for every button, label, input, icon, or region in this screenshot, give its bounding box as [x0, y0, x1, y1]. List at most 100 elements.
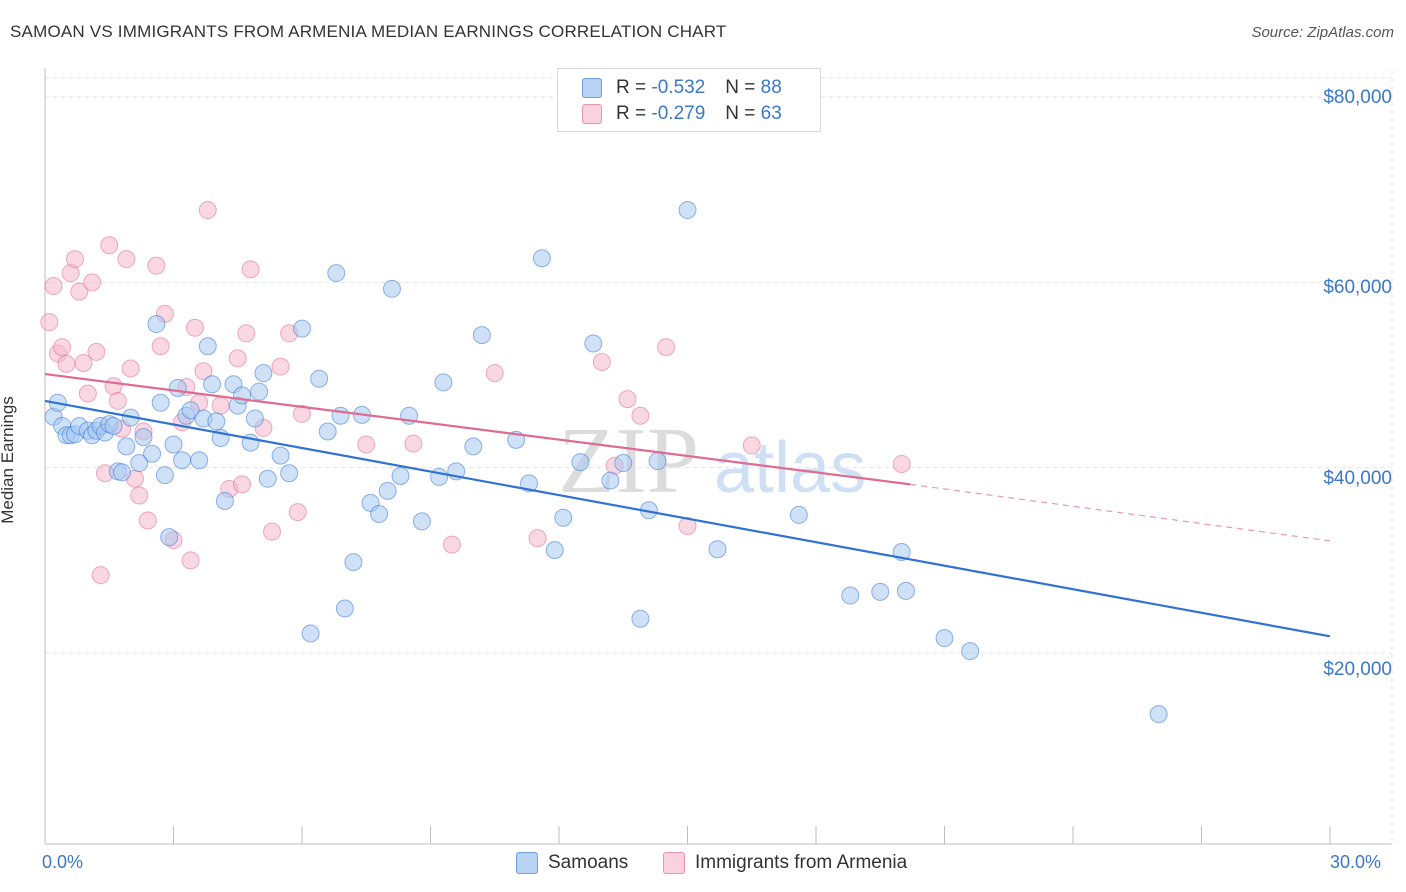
trend-line-armenia-extension — [910, 483, 1331, 542]
data-point — [121, 359, 140, 378]
data-point — [117, 250, 136, 269]
data-point — [168, 378, 187, 397]
trend-lines — [44, 372, 1331, 638]
data-point — [203, 375, 222, 394]
r-value: -0.279 — [651, 103, 706, 124]
data-point — [404, 434, 423, 453]
source-label: Source: ZipAtlas.com — [1251, 24, 1394, 41]
correlation-legend: R = -0.532 N = 88 R = -0.279 N = 63 — [557, 68, 821, 132]
y-tick-label: $80,000 — [1323, 87, 1392, 108]
data-point — [134, 428, 153, 447]
data-point — [657, 338, 676, 357]
data-point — [254, 364, 273, 383]
data-point — [44, 277, 63, 296]
data-point — [961, 642, 980, 661]
data-point — [382, 279, 401, 298]
data-point — [147, 256, 166, 275]
data-point — [198, 201, 217, 220]
data-point — [571, 453, 590, 472]
trend-line-armenia — [44, 372, 911, 486]
data-point — [74, 353, 93, 372]
data-point — [528, 529, 547, 548]
data-point — [104, 377, 123, 396]
data-point — [241, 260, 260, 279]
series-samoans-points — [44, 201, 1168, 724]
data-point — [78, 384, 97, 403]
data-point — [245, 409, 264, 428]
data-point — [331, 406, 350, 425]
data-point — [143, 444, 162, 463]
data-point — [198, 337, 217, 356]
data-point — [258, 469, 277, 488]
data-point — [215, 492, 234, 511]
watermark: ZIP atlas — [558, 409, 866, 513]
data-point — [160, 528, 179, 547]
data-point — [65, 250, 84, 269]
data-point — [532, 249, 551, 268]
data-point — [151, 393, 170, 412]
n-label: N = — [725, 103, 756, 124]
data-point — [370, 505, 389, 523]
data-point — [648, 452, 667, 471]
data-point — [130, 454, 149, 473]
legend-row-armenia: R = -0.279 N = 63 — [582, 101, 782, 127]
legend-swatch-blue — [516, 852, 538, 874]
data-point — [434, 373, 453, 392]
chart-title: SAMOAN VS IMMIGRANTS FROM ARMENIA MEDIAN… — [10, 22, 727, 41]
data-point — [237, 324, 256, 343]
legend-row-samoans: R = -0.532 N = 88 — [582, 75, 782, 101]
data-point — [228, 349, 247, 368]
n-value: 88 — [760, 77, 782, 98]
data-point — [271, 446, 290, 465]
data-point — [871, 582, 890, 601]
data-point — [708, 540, 727, 559]
data-point — [57, 354, 76, 373]
legend-item-armenia: Immigrants from Armenia — [663, 852, 907, 874]
data-point — [40, 313, 59, 332]
data-point — [271, 357, 290, 376]
data-point — [211, 396, 230, 415]
data-point — [310, 369, 329, 388]
data-point — [288, 503, 307, 522]
x-min-label: 0.0% — [42, 852, 84, 872]
legend-item-samoans: Samoans — [516, 852, 628, 874]
series-armenia-points — [40, 201, 911, 585]
legend-swatch-pink — [582, 104, 602, 124]
data-point — [678, 201, 697, 220]
data-point — [91, 566, 110, 585]
legend-label: Samoans — [548, 852, 629, 873]
data-point — [464, 437, 483, 456]
data-point — [391, 467, 410, 486]
data-point — [892, 454, 911, 473]
data-point — [293, 319, 311, 338]
data-point — [104, 416, 123, 435]
data-point — [631, 609, 650, 628]
data-point — [280, 464, 299, 483]
data-point — [151, 337, 170, 356]
data-point — [742, 436, 761, 455]
r-label: R = — [616, 77, 647, 98]
data-point — [301, 624, 320, 643]
data-point — [194, 362, 213, 381]
data-point — [155, 466, 174, 485]
data-point — [185, 318, 204, 337]
n-label: N = — [725, 77, 756, 98]
data-point — [520, 474, 539, 493]
data-point — [378, 481, 397, 500]
x-max-label: 30.0% — [1330, 852, 1382, 872]
data-point — [1149, 705, 1168, 724]
y-tick-label: $60,000 — [1323, 277, 1392, 298]
data-point — [344, 553, 363, 572]
data-point — [70, 282, 89, 301]
data-point — [113, 463, 132, 482]
data-point — [173, 451, 192, 470]
legend-swatch-blue — [582, 78, 602, 98]
data-point — [545, 541, 564, 560]
data-point — [442, 535, 461, 554]
data-point — [584, 334, 603, 353]
data-point — [181, 551, 200, 570]
data-point — [935, 629, 954, 648]
legend-label: Immigrants from Armenia — [695, 852, 908, 873]
data-point — [138, 511, 157, 530]
data-point — [554, 508, 573, 527]
